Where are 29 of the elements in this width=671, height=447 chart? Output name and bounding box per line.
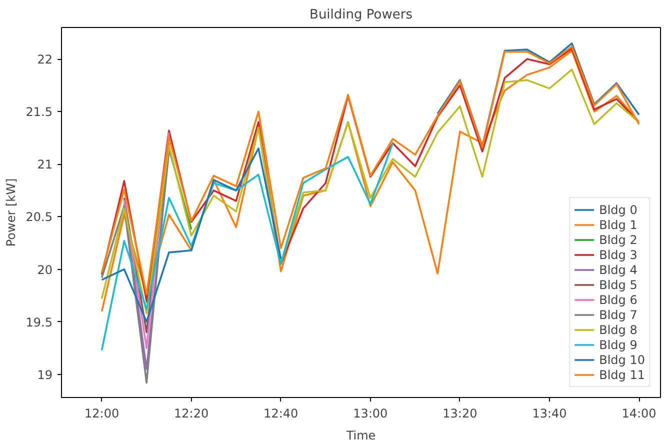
x-tick-label: 12:40 [264,406,298,420]
y-axis-title: Power [kW] [4,178,18,247]
x-tick-label: 13:20 [442,406,478,420]
legend-label: Bldg 6 [599,292,638,307]
legend-label: Bldg 11 [599,367,645,382]
y-tick-label: 20 [37,262,53,277]
legend-label: Bldg 4 [599,262,638,277]
chart-title: Building Powers [310,8,413,22]
legend-label: Bldg 7 [599,307,638,322]
x-axis-title: Time [345,428,376,442]
legend-label: Bldg 10 [599,352,645,367]
y-tick-label: 22 [37,52,53,67]
legend-label: Bldg 2 [599,232,638,247]
x-tick-label: 13:40 [532,406,567,420]
y-tick-label: 21 [37,158,53,172]
x-tick-label: 12:20 [174,406,209,420]
legend-label: Bldg 9 [599,337,638,352]
y-tick-label: 19 [37,368,53,382]
legend-label: Bldg 8 [599,322,638,337]
y-tick-label: 19.5 [26,315,52,330]
legend-label: Bldg 1 [599,217,638,232]
legend-label: Bldg 5 [599,277,638,292]
x-tick-label: 12:00 [84,406,120,420]
y-tick-label: 21.5 [26,105,52,120]
x-tick-label: 13:00 [353,406,388,420]
legend-label: Bldg 3 [599,247,638,262]
x-tick-label: 14:00 [622,406,656,420]
y-tick-label: 20.5 [26,210,52,224]
legend-label: Bldg 0 [599,202,638,217]
